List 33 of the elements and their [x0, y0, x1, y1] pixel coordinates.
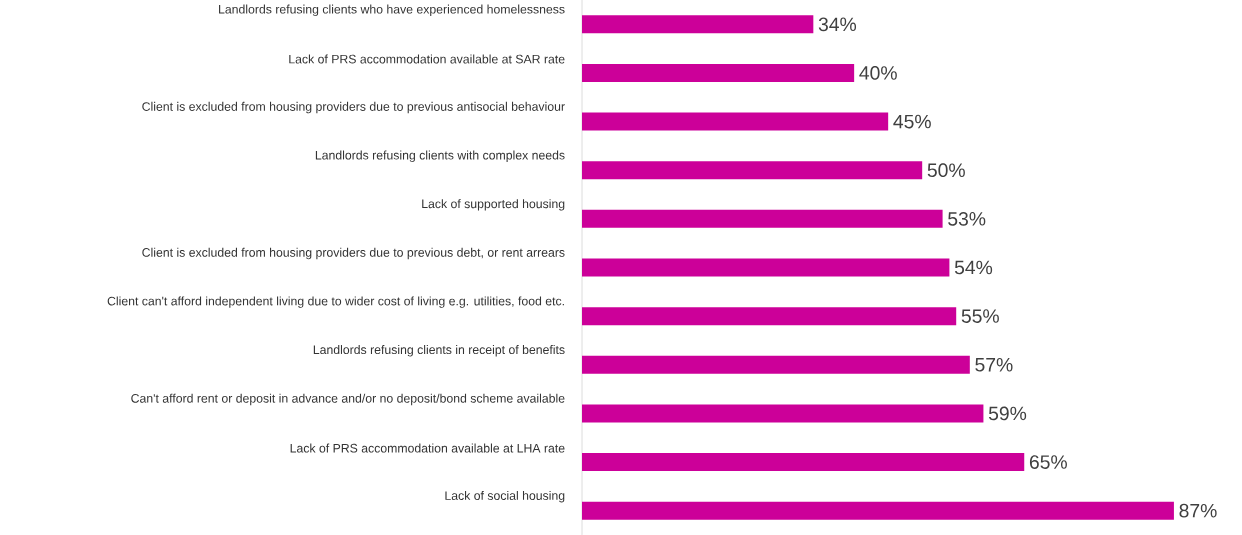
bar	[582, 15, 814, 34]
y-tick-label: Client is excluded from housing providers due to previous debt, or rent arrears	[142, 247, 565, 260]
data-label: 40%	[859, 66, 897, 80]
data-label: 53%	[948, 212, 986, 226]
bar	[582, 209, 943, 228]
bar	[582, 355, 970, 374]
y-tick-label: Can't afford rent or deposit in advance and/or no deposit/bond scheme available	[131, 393, 565, 406]
y-tick-label: Lack of supported housing	[422, 199, 565, 211]
y-tick-label: Lack of social housing	[445, 490, 565, 503]
data-label: 59%	[988, 406, 1027, 421]
y-tick-label: Client is excluded from housing providers due to previous antisocial behaviour	[142, 101, 565, 114]
data-label: 45%	[893, 114, 931, 129]
bar	[582, 161, 923, 180]
bar	[582, 501, 1174, 520]
data-label: 34%	[818, 17, 857, 32]
data-label: 50%	[927, 163, 965, 178]
y-tick-label: Landlords refusing clients with complex needs	[315, 150, 565, 162]
bar	[582, 307, 957, 326]
data-label: 54%	[954, 260, 993, 275]
bar	[582, 258, 950, 277]
data-label: 65%	[1029, 455, 1067, 469]
bar	[582, 404, 984, 423]
data-label: 55%	[961, 309, 999, 323]
y-tick-label: Client can't afford independent living due to wider cost of living e.g. utilities, food etc.	[107, 296, 564, 308]
data-label: 87%	[1179, 503, 1217, 518]
y-tick-label: Landlords refusing clients who have experienced homelessness	[219, 4, 565, 17]
y-tick-label: Landlords refusing clients in receipt of benefits	[313, 345, 565, 357]
bar	[582, 112, 889, 131]
bar	[582, 63, 855, 82]
y-tick-label: Lack of PRS accommodation available at LHA rate	[290, 443, 565, 453]
y-tick-label: Lack of PRS accommodation available at SAR rate	[289, 54, 565, 64]
data-label: 57%	[975, 357, 1013, 372]
bar	[582, 453, 1025, 472]
